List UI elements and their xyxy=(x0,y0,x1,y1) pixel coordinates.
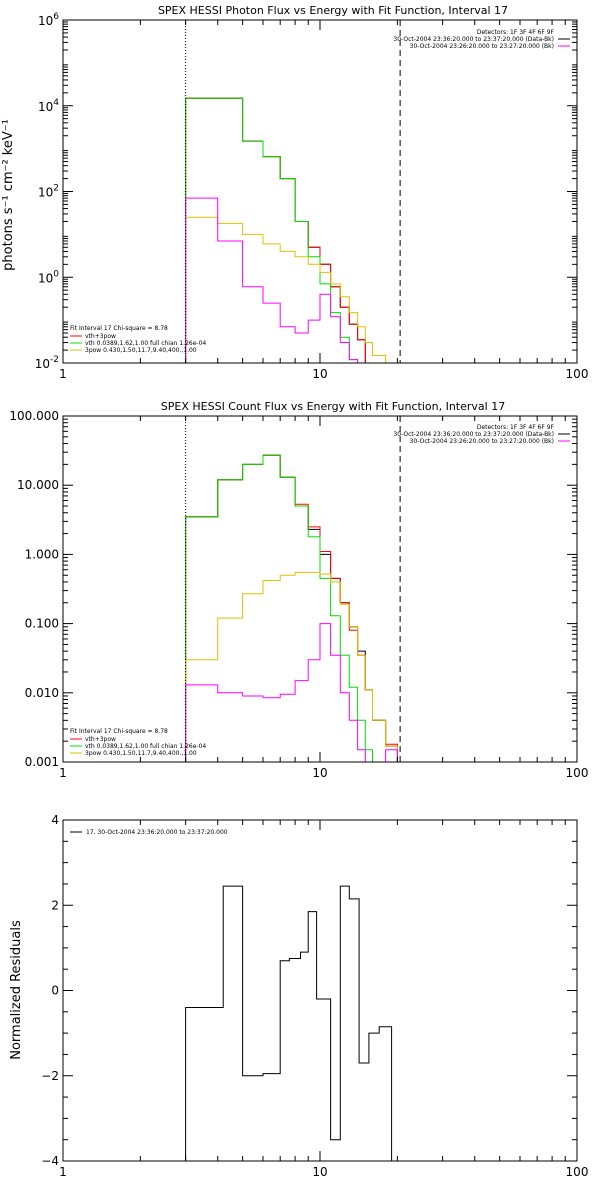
x-tick-label: 10 xyxy=(312,1165,327,1179)
legend-entry-label: 17. 30-Oct-2004 23:36:20.000 to 23:37:20… xyxy=(86,829,228,836)
y-tick-label: −2 xyxy=(41,1069,59,1083)
legend-entry-label: vth+3pow xyxy=(85,736,116,743)
x-tick-label: 100 xyxy=(566,1165,589,1179)
axis-ticks: 1 10 100 0.001 0.010 0.100 1.000 10.000 100.000 xyxy=(9,409,588,780)
x-tick-label: 10 xyxy=(312,367,327,381)
data-series-line-4 xyxy=(185,197,408,364)
y-tick-label: 102 xyxy=(38,184,59,200)
data-series-line-0 xyxy=(185,97,408,364)
legend-top-left: 17. 30-Oct-2004 23:36:20.000 to 23:37:20… xyxy=(70,829,228,836)
chart-title: SPEX HESSI Count Flux vs Energy with Fit… xyxy=(161,400,505,413)
legend-entry-label: 30-Oct-2004 23:26:20.000 to 23:27:20.000… xyxy=(410,43,554,50)
y-tick-label: 10-2 xyxy=(35,355,59,371)
legend-header: Detectors: 1F 3F 4F 6F 9F xyxy=(477,29,555,36)
y-tick-label: 1.000 xyxy=(25,547,59,561)
data-series-line-1 xyxy=(185,97,408,364)
data-series-line-0 xyxy=(185,454,408,763)
legend-entry-label: 30-Oct-2004 23:36:20.000 to 23:37:20.000… xyxy=(393,431,554,438)
y-tick-label: −4 xyxy=(41,1154,59,1168)
legend-entry-label: 30-Oct-2004 23:36:20.000 to 23:37:20.000… xyxy=(393,36,554,43)
data-series-line-1 xyxy=(185,454,408,763)
y-axis-label: Normalized Residuals xyxy=(9,920,24,1060)
data-series-line-2 xyxy=(185,97,408,364)
legend-header: Fit Interval 17 Chi-square = 8.78 xyxy=(70,325,168,332)
x-tick-label: 1 xyxy=(59,1165,67,1179)
x-tick-label: 1 xyxy=(59,766,67,780)
photon-flux-panel: SPEX HESSI Photon Flux vs Energy with Fi… xyxy=(1,4,588,381)
data-series-group xyxy=(185,885,401,1162)
residuals-panel: Normalized Residuals 1 10 100 −4 −2 0 2 4 17. 3… xyxy=(9,813,588,1179)
x-tick-label: 1 xyxy=(59,367,67,381)
y-tick-label: 0 xyxy=(51,984,59,998)
plot-frame xyxy=(62,819,578,1162)
legend-entry-label: 30-Oct-2004 23:26:20.000 to 23:27:20.000… xyxy=(410,438,554,445)
data-series-line-3 xyxy=(185,571,408,763)
data-series-line-0 xyxy=(185,885,401,1162)
count-flux-panel: SPEX HESSI Count Flux vs Energy with Fit… xyxy=(9,400,588,780)
x-tick-label: 100 xyxy=(566,367,589,381)
y-tick-label: 10.000 xyxy=(17,478,59,492)
x-tick-label: 100 xyxy=(566,766,589,780)
y-tick-label: 106 xyxy=(38,12,59,28)
legend-bottom-left: Fit Interval 17 Chi-square = 8.78 vth+3p… xyxy=(70,728,206,757)
x-tick-label: 10 xyxy=(312,766,327,780)
legend-entry-label: vth+3pow xyxy=(85,333,116,340)
y-tick-label: 0.010 xyxy=(25,686,59,700)
reference-lines xyxy=(185,416,401,762)
y-tick-label: 0.001 xyxy=(25,755,59,769)
legend-bottom-left: Fit Interval 17 Chi-square = 8.78 vth+3p… xyxy=(70,325,206,354)
legend-entry-label: vth 0.0389,1.62,1.00 full chian 1.26e-04 xyxy=(85,340,206,347)
y-tick-label: 2 xyxy=(51,898,59,912)
data-series-group xyxy=(185,97,408,364)
y-tick-label: 100.000 xyxy=(9,409,59,423)
data-series-line-3 xyxy=(185,216,408,364)
y-tick-label: 4 xyxy=(51,813,59,827)
data-series-line-4 xyxy=(185,623,408,763)
plot-frame xyxy=(62,415,578,763)
chart-title: SPEX HESSI Photon Flux vs Energy with Fi… xyxy=(158,4,508,17)
legend-entry-label: vth 0.0389,1.62,1.00 full chian 1.26e-04 xyxy=(85,743,206,750)
data-series-group xyxy=(185,454,408,763)
legend-entry-label: 3pow 0.430,1.50,11.7,9.40,400.,1.00 xyxy=(85,750,197,757)
y-tick-label: 104 xyxy=(38,98,59,114)
legend-top-right: Detectors: 1F 3F 4F 6F 9F 30-Oct-2004 23… xyxy=(393,29,570,50)
data-series-line-2 xyxy=(185,454,408,763)
legend-header: Fit Interval 17 Chi-square = 8.78 xyxy=(70,728,168,735)
axis-ticks: 1 10 100 10-2 100 102 104 106 xyxy=(35,12,589,381)
legend-top-right: Detectors: 1F 3F 4F 6F 9F 30-Oct-2004 23… xyxy=(393,424,570,445)
y-axis-label: photons s⁻¹ cm⁻² keV⁻¹ xyxy=(1,119,16,271)
axis-ticks: 1 10 100 −4 −2 0 2 4 xyxy=(41,813,588,1179)
legend-entry-label: 3pow 0.430,1.50,11.7,9.40,400.,1.00 xyxy=(85,347,197,354)
reference-lines xyxy=(185,20,401,363)
legend-header: Detectors: 1F 3F 4F 6F 9F xyxy=(477,424,555,431)
y-tick-label: 100 xyxy=(38,269,59,285)
y-tick-label: 0.100 xyxy=(25,617,59,631)
